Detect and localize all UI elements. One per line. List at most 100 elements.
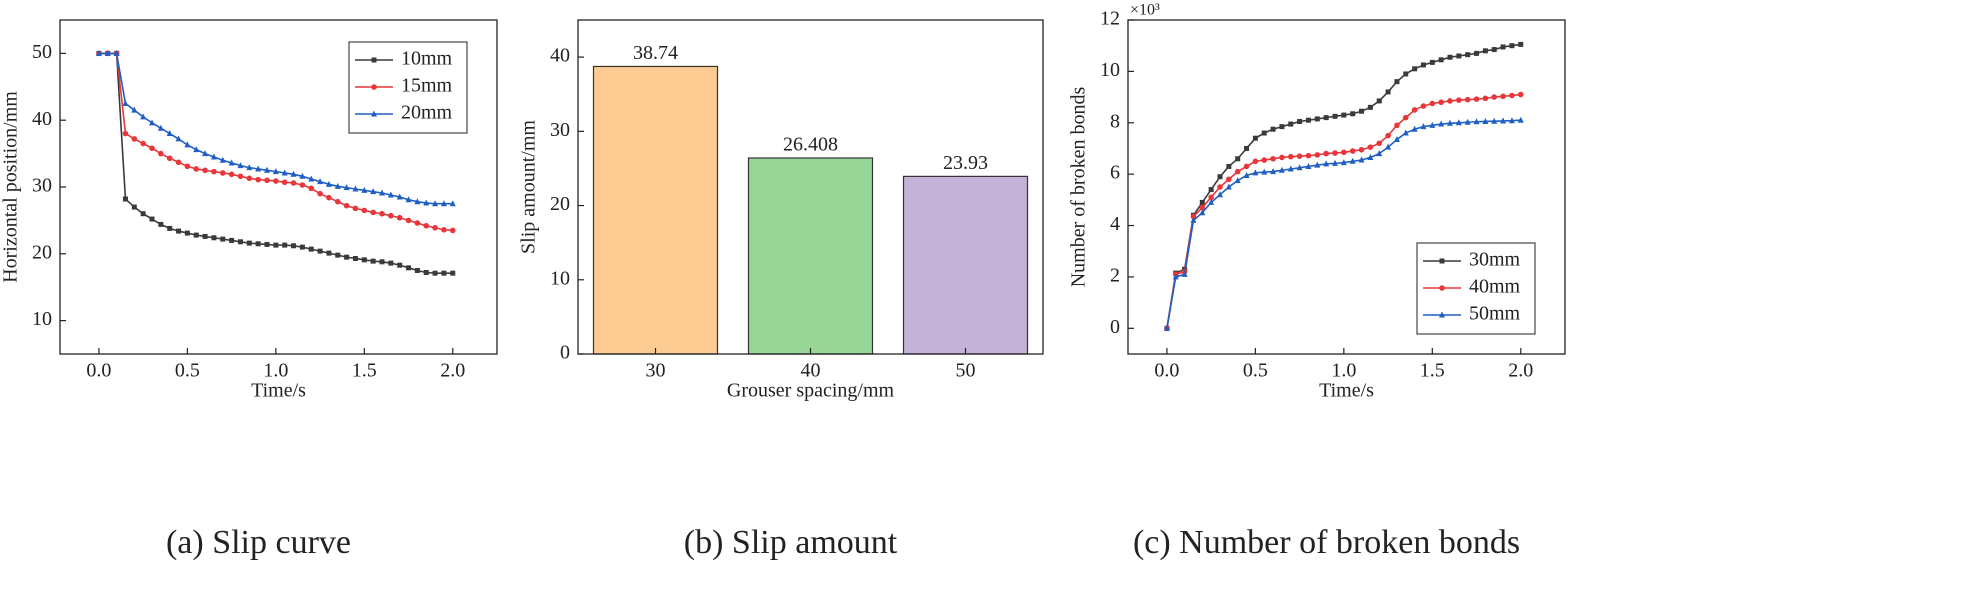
marker bbox=[371, 110, 377, 117]
marker bbox=[299, 172, 306, 179]
marker bbox=[1314, 152, 1321, 158]
marker bbox=[1296, 153, 1303, 159]
y-tick-label: 20 bbox=[32, 241, 52, 263]
marker bbox=[396, 214, 403, 221]
x-tick-label: 1.0 bbox=[1331, 360, 1356, 382]
marker bbox=[229, 237, 235, 243]
marker bbox=[1332, 113, 1338, 119]
x-tick-label: 0.5 bbox=[1243, 360, 1268, 382]
marker bbox=[1261, 130, 1267, 136]
marker bbox=[326, 194, 332, 201]
marker bbox=[246, 175, 253, 182]
x-tick-label: 2.0 bbox=[440, 360, 465, 382]
panel: 0 10 20 30 40 38.74 30 26.408 40 23.93 50 Grouser s… bbox=[518, 19, 1044, 561]
marker bbox=[308, 185, 315, 192]
marker bbox=[1252, 169, 1259, 176]
marker bbox=[1226, 163, 1232, 169]
marker bbox=[423, 222, 430, 229]
marker bbox=[1456, 97, 1462, 103]
marker bbox=[1385, 132, 1391, 139]
x-tick-label: 1.5 bbox=[352, 360, 377, 382]
marker bbox=[282, 242, 288, 248]
marker bbox=[175, 135, 182, 142]
plot-frame bbox=[577, 19, 1044, 355]
marker bbox=[255, 165, 262, 172]
marker bbox=[414, 198, 421, 205]
marker bbox=[158, 150, 164, 157]
y-tick-label: 20 bbox=[550, 193, 570, 215]
y-axis-label: Horizontal position/mm bbox=[0, 91, 22, 283]
marker bbox=[193, 166, 200, 172]
marker bbox=[1438, 120, 1445, 127]
marker bbox=[264, 166, 270, 173]
marker bbox=[371, 84, 377, 90]
marker bbox=[1332, 159, 1338, 166]
marker bbox=[1235, 156, 1241, 162]
bar bbox=[902, 175, 1029, 355]
marker bbox=[281, 179, 288, 186]
marker bbox=[1208, 194, 1214, 201]
marker bbox=[1517, 116, 1524, 123]
marker bbox=[228, 159, 235, 166]
marker bbox=[1482, 117, 1489, 124]
marker bbox=[1420, 103, 1427, 109]
y-tick-label: 30 bbox=[32, 175, 52, 197]
marker bbox=[388, 260, 394, 266]
marker bbox=[1279, 124, 1285, 130]
marker bbox=[140, 140, 146, 147]
marker bbox=[317, 248, 323, 254]
legend-label: 10mm bbox=[401, 48, 453, 70]
y-tick-label: 4 bbox=[1110, 213, 1120, 235]
marker bbox=[1517, 91, 1524, 98]
marker bbox=[1226, 176, 1232, 183]
marker bbox=[1279, 154, 1285, 161]
marker bbox=[273, 242, 279, 248]
marker bbox=[1394, 122, 1400, 129]
x-axis-label: Time/s bbox=[1319, 380, 1374, 402]
marker bbox=[317, 178, 324, 185]
marker bbox=[1420, 123, 1427, 130]
marker bbox=[1420, 62, 1426, 68]
y-tick-label: 40 bbox=[550, 45, 570, 67]
marker bbox=[299, 182, 306, 188]
marker bbox=[388, 212, 394, 219]
marker bbox=[1305, 152, 1312, 159]
marker bbox=[1234, 177, 1241, 184]
marker bbox=[184, 230, 190, 236]
marker bbox=[1208, 198, 1215, 205]
marker bbox=[299, 244, 305, 250]
marker bbox=[1341, 112, 1347, 118]
marker bbox=[1474, 50, 1480, 56]
y-tick-label: 10 bbox=[32, 308, 52, 330]
marker bbox=[1473, 96, 1480, 102]
marker bbox=[1491, 47, 1497, 53]
marker bbox=[1438, 99, 1444, 106]
marker bbox=[317, 190, 323, 197]
marker bbox=[220, 236, 226, 242]
marker bbox=[1190, 213, 1197, 220]
marker bbox=[1439, 311, 1445, 318]
marker bbox=[1429, 100, 1436, 107]
marker bbox=[1376, 150, 1383, 157]
y-axis-label: Number of broken bonds bbox=[1068, 87, 1090, 288]
marker bbox=[1367, 153, 1374, 160]
marker bbox=[1439, 285, 1445, 291]
marker bbox=[1349, 148, 1356, 154]
value-label: 38.74 bbox=[633, 42, 678, 64]
marker bbox=[281, 169, 288, 176]
marker bbox=[405, 217, 412, 224]
marker bbox=[166, 130, 173, 137]
marker bbox=[202, 233, 208, 239]
marker bbox=[325, 180, 332, 187]
marker bbox=[397, 262, 403, 268]
y-tick-label: 10 bbox=[550, 267, 570, 289]
marker bbox=[1270, 126, 1276, 132]
marker bbox=[122, 196, 128, 202]
marker bbox=[423, 270, 429, 276]
marker bbox=[432, 270, 438, 276]
marker bbox=[343, 184, 350, 191]
marker bbox=[176, 228, 182, 234]
marker bbox=[1323, 115, 1329, 121]
marker bbox=[1412, 66, 1418, 72]
marker bbox=[1358, 146, 1365, 153]
